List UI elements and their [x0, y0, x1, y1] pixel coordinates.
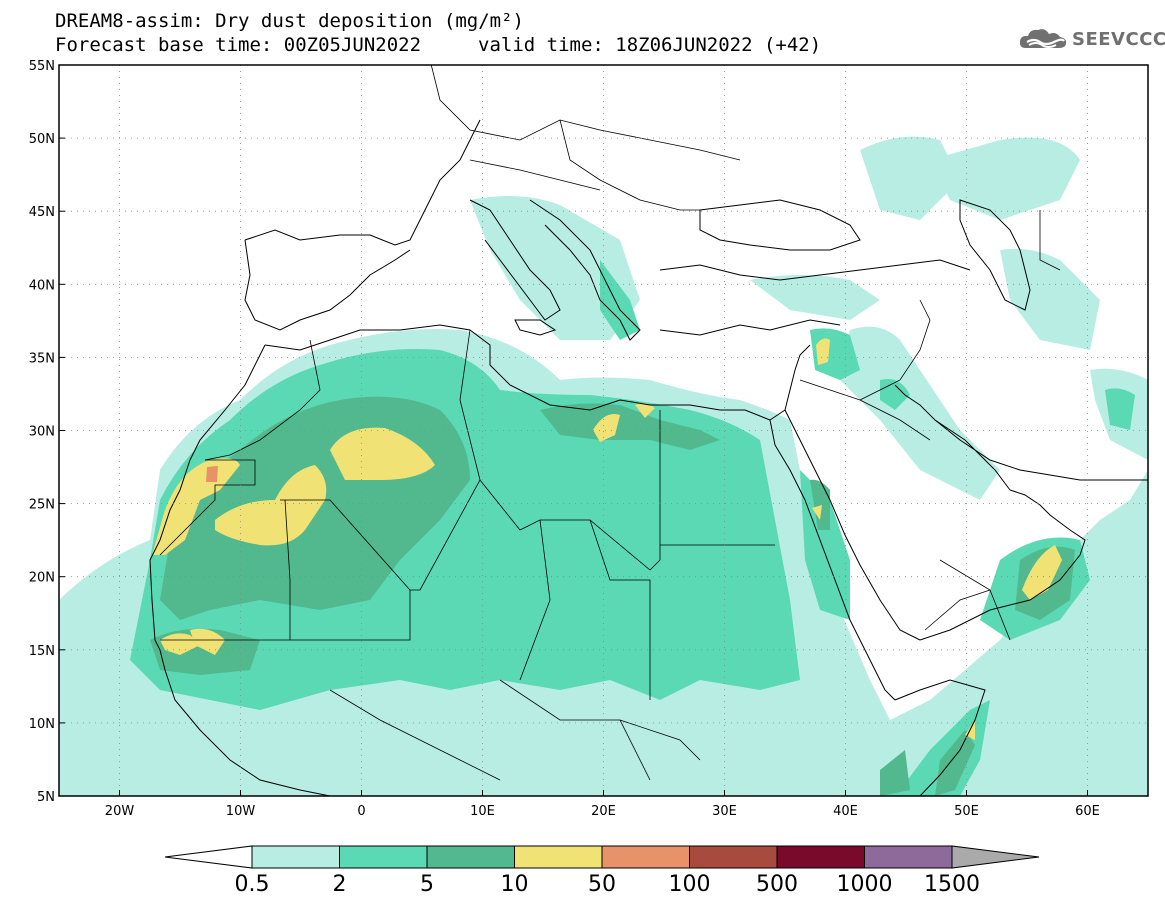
colorbar-segment: [514, 845, 603, 869]
coastlines: [149, 119, 1148, 796]
forecast-base-time: Forecast base time: 00Z05JUN2022: [55, 34, 422, 56]
deposition-level-50: [206, 466, 218, 482]
colorbar-label: 500: [756, 872, 798, 897]
logo-text: SEEVCCC: [1072, 28, 1165, 50]
country-borders: [159, 65, 1061, 781]
colorbar-segment: [426, 845, 515, 869]
colorbar-label: 1500: [924, 872, 980, 897]
colorbar-label: 1000: [837, 872, 893, 897]
lon-label: 10E: [470, 804, 495, 819]
lat-label: 20N: [29, 571, 55, 586]
lat-label: 30N: [29, 425, 55, 440]
lat-label: 25N: [29, 498, 55, 513]
lon-label: 40E: [833, 804, 858, 819]
longitude-labels: 20W 10W 0 10E 20E 30E 40E 50E 60E: [105, 804, 1100, 819]
colorbar-segment: [251, 845, 340, 869]
colorbar-segment: [864, 845, 953, 869]
colorbar-label: 100: [669, 872, 711, 897]
map-frame: [58, 64, 1149, 797]
lon-label: 0: [357, 804, 365, 819]
latitude-labels: 55N 50N 45N 40N 35N 30N 25N 20N 15N 10N 5N: [29, 59, 55, 805]
colorbar-segment: [601, 845, 690, 869]
colorbar-segment: [689, 845, 778, 869]
grid-lines: [59, 64, 1148, 797]
colorbar-label: 2: [333, 872, 347, 897]
lat-label: 45N: [29, 205, 55, 220]
lat-label: 10N: [29, 717, 55, 732]
lat-label: 15N: [29, 644, 55, 659]
colorbar-segment: [776, 845, 865, 869]
colorbar-label: 50: [588, 872, 616, 897]
lon-label: 20W: [105, 804, 135, 819]
lon-label: 60E: [1075, 804, 1100, 819]
seevccc-logo: SEEVCCC: [1018, 26, 1165, 52]
lat-label: 5N: [37, 790, 55, 805]
cloud-logo-icon: [1019, 29, 1067, 48]
deposition-level-10: [152, 338, 1062, 740]
chart-title: DREAM8-assim: Dry dust deposition (mg/m²…: [55, 10, 524, 32]
colorbar-high-triangle: [951, 845, 1040, 869]
map-plot-area: [59, 65, 1148, 796]
colorbar-label: 10: [501, 872, 529, 897]
lat-label: 40N: [29, 278, 55, 293]
lon-label: 20E: [591, 804, 616, 819]
colorbar-segment: [339, 845, 428, 869]
lon-label: 50E: [954, 804, 979, 819]
valid-time: valid time: 18Z06JUN2022 (+42): [478, 34, 822, 56]
lon-label: 30E: [712, 804, 737, 819]
lon-label: 10W: [226, 804, 256, 819]
colorbar-label: 5: [420, 872, 434, 897]
lat-label: 50N: [29, 132, 55, 147]
colorbar-low-triangle: [164, 845, 253, 869]
lat-label: 55N: [29, 59, 55, 74]
lat-label: 35N: [29, 351, 55, 366]
colorbar-label: 0.5: [235, 872, 270, 897]
colorbar: 0.5 2 5 10 50 100 500 1000 1500: [164, 845, 1040, 897]
